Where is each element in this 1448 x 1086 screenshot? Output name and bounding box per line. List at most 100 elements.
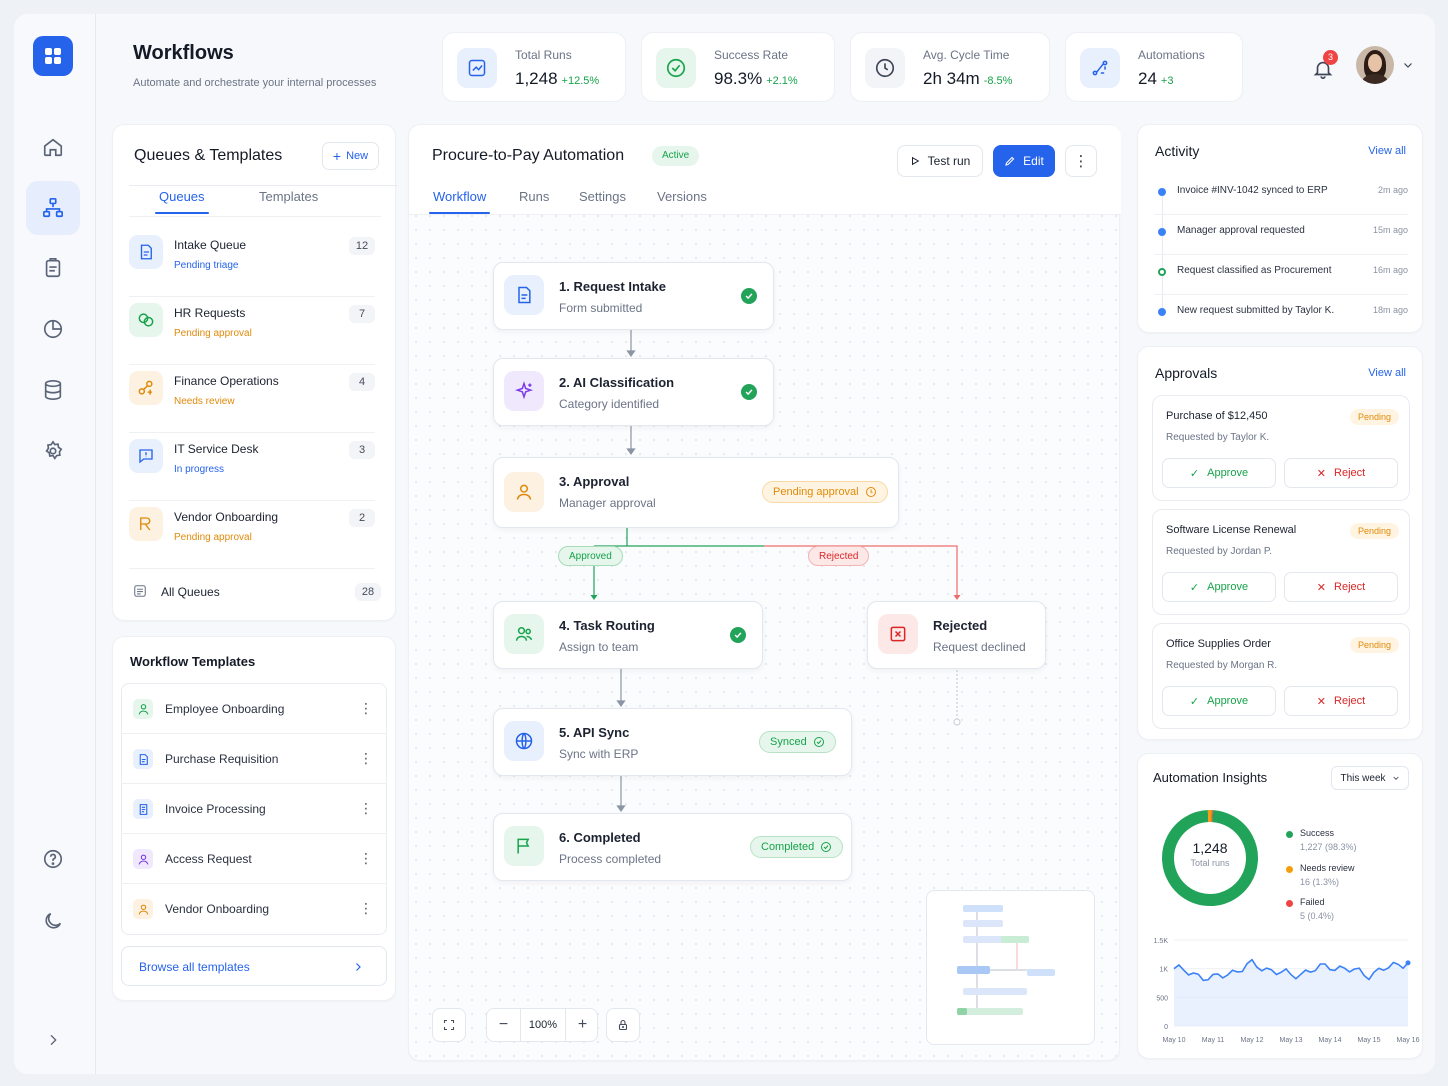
user-icon bbox=[133, 849, 153, 869]
more-options-icon[interactable]: ⋮ bbox=[359, 850, 373, 866]
reject-button[interactable]: ✕ Reject bbox=[1284, 572, 1398, 602]
check-icon: ✓ bbox=[1189, 467, 1200, 480]
approvals-view-all-link[interactable]: View all bbox=[1368, 367, 1406, 379]
template-item[interactable]: Purchase Requisition ⋮ bbox=[121, 734, 387, 784]
node-request-intake[interactable]: 1. Request Intake Form submitted bbox=[493, 262, 774, 330]
stat-cycle-time: Avg. Cycle Time 2h 34m -8.5% bbox=[850, 32, 1050, 102]
queue-count: 3 bbox=[349, 441, 375, 459]
app-logo[interactable] bbox=[33, 36, 73, 76]
reject-button[interactable]: ✕ Reject bbox=[1284, 686, 1398, 716]
more-options-icon[interactable]: ⋮ bbox=[359, 800, 373, 816]
database-icon bbox=[44, 380, 62, 400]
approve-button[interactable]: ✓ Approve bbox=[1162, 686, 1276, 716]
y-tick-label: 500 bbox=[1156, 995, 1168, 1002]
nav-tasks[interactable] bbox=[26, 241, 80, 295]
activity-title: Activity bbox=[1155, 143, 1200, 159]
app-window: Workflows Automate and orchestrate your … bbox=[14, 14, 1435, 1074]
nav-dark-mode[interactable] bbox=[26, 894, 80, 948]
nav-expand[interactable] bbox=[26, 1013, 80, 1067]
approval-card: Purchase of $12,450 Requested by Taylor … bbox=[1152, 395, 1410, 501]
page-title: Workflows bbox=[133, 42, 234, 64]
tab-settings[interactable]: Settings bbox=[579, 189, 626, 204]
chevron-right-icon bbox=[50, 1034, 57, 1046]
approve-button[interactable]: ✓ Approve bbox=[1162, 572, 1276, 602]
tab-runs[interactable]: Runs bbox=[519, 189, 550, 204]
x-tick-label: May 11 bbox=[1202, 1037, 1225, 1044]
notifications-button[interactable]: 3 bbox=[1310, 50, 1338, 80]
template-item[interactable]: Employee Onboarding ⋮ bbox=[121, 684, 387, 734]
chevron-down-icon bbox=[1404, 63, 1412, 68]
nav-analytics[interactable] bbox=[26, 302, 80, 356]
new-queue-button[interactable]: + New bbox=[322, 142, 379, 170]
avatar[interactable] bbox=[1356, 46, 1394, 84]
minimap[interactable] bbox=[926, 890, 1095, 1045]
all-queues-count: 28 bbox=[355, 583, 381, 601]
nav-home[interactable] bbox=[26, 120, 80, 174]
queue-item-intake[interactable]: Intake Queue Pending triage 12 bbox=[129, 229, 375, 297]
queue-item-finance[interactable]: Finance Operations Needs review 4 bbox=[129, 365, 375, 433]
globe-icon bbox=[504, 721, 544, 761]
insights-panel: Automation Insights This week 1,248 Tota… bbox=[1137, 753, 1423, 1059]
chat-alert-icon bbox=[129, 439, 163, 473]
queue-item-hr[interactable]: HR Requests Pending approval 7 bbox=[129, 297, 375, 365]
queue-item-vendor[interactable]: Vendor Onboarding Pending approval 2 bbox=[129, 501, 375, 569]
x-tick-label: May 16 bbox=[1397, 1037, 1420, 1044]
approval-card: Software License Renewal Requested by Jo… bbox=[1152, 509, 1410, 615]
activity-view-all-link[interactable]: View all bbox=[1368, 145, 1406, 157]
node-task-routing[interactable]: 4. Task Routing Assign to team bbox=[493, 601, 763, 669]
range-select[interactable]: This week bbox=[1331, 766, 1409, 790]
browse-templates-button[interactable]: Browse all templates bbox=[121, 946, 387, 986]
stat-label: Total Runs bbox=[515, 48, 572, 62]
test-run-button[interactable]: Test run bbox=[897, 145, 983, 177]
tab-templates[interactable]: Templates bbox=[259, 189, 319, 204]
approval-card: Office Supplies Order Requested by Morga… bbox=[1152, 623, 1410, 729]
stat-value: 2h 34m -8.5% bbox=[923, 69, 1013, 88]
nav-workflows[interactable] bbox=[26, 181, 80, 235]
legend-swatch bbox=[1286, 866, 1293, 873]
zoom-in-button[interactable]: + bbox=[565, 1009, 599, 1041]
template-item[interactable]: Access Request ⋮ bbox=[121, 834, 387, 884]
node-api-sync[interactable]: 5. API Sync Sync with ERP Synced bbox=[493, 708, 852, 776]
check-icon: ✓ bbox=[1189, 695, 1200, 708]
lock-icon bbox=[618, 1019, 628, 1031]
more-options-icon[interactable]: ⋮ bbox=[359, 700, 373, 716]
node-rejected[interactable]: Rejected Request declined bbox=[867, 601, 1046, 669]
lock-button[interactable] bbox=[606, 1008, 640, 1042]
x-tick-label: May 10 bbox=[1163, 1037, 1186, 1044]
activity-item: Invoice #INV-1042 synced to ERP 2m ago bbox=[1154, 175, 1408, 215]
y-tick-label: 1.5K bbox=[1154, 938, 1169, 945]
more-options-icon[interactable]: ⋮ bbox=[359, 900, 373, 916]
moon-icon bbox=[45, 912, 62, 929]
more-options-button[interactable]: ⋮ bbox=[1065, 145, 1097, 177]
account-menu-chevron[interactable] bbox=[1402, 58, 1414, 76]
donut-slice-success bbox=[1162, 810, 1258, 906]
node-completed[interactable]: 6. Completed Process completed Completed bbox=[493, 813, 852, 881]
template-item[interactable]: Invoice Processing ⋮ bbox=[121, 784, 387, 834]
nav-settings[interactable] bbox=[26, 424, 80, 478]
zoom-out-button[interactable]: − bbox=[487, 1009, 521, 1041]
edit-button[interactable]: Edit bbox=[993, 145, 1055, 177]
nav-help[interactable] bbox=[26, 832, 80, 886]
node-ai-classification[interactable]: 2. AI Classification Category identified bbox=[493, 358, 774, 426]
tab-versions[interactable]: Versions bbox=[657, 189, 707, 204]
help-icon bbox=[43, 849, 63, 869]
nav-data[interactable] bbox=[26, 363, 80, 417]
activity-item: Manager approval requested 15m ago bbox=[1154, 215, 1408, 255]
check-icon bbox=[741, 288, 757, 304]
template-item[interactable]: Vendor Onboarding ⋮ bbox=[121, 884, 387, 934]
all-queues-row[interactable]: All Queues 28 bbox=[129, 575, 381, 607]
list-icon bbox=[134, 585, 146, 597]
approvals-title: Approvals bbox=[1155, 365, 1218, 381]
pending-approval-badge: Pending approval bbox=[762, 481, 888, 503]
user-icon bbox=[133, 899, 153, 919]
approve-button[interactable]: ✓ Approve bbox=[1162, 458, 1276, 488]
queue-item-it[interactable]: IT Service Desk In progress 3 bbox=[129, 433, 375, 501]
more-options-icon[interactable]: ⋮ bbox=[359, 750, 373, 766]
tab-queues[interactable]: Queues bbox=[155, 189, 209, 214]
runs-line-chart: 1.5K 1K 500 0 May 10 May 11 May 12 May 13 May 14… bbox=[1154, 938, 1420, 1044]
reject-button[interactable]: ✕ Reject bbox=[1284, 458, 1398, 488]
node-approval[interactable]: 3. Approval Manager approval Pending app… bbox=[493, 457, 899, 528]
tab-workflow[interactable]: Workflow bbox=[428, 189, 491, 214]
fit-view-button[interactable] bbox=[432, 1008, 466, 1042]
minus-icon: − bbox=[498, 1016, 509, 1033]
